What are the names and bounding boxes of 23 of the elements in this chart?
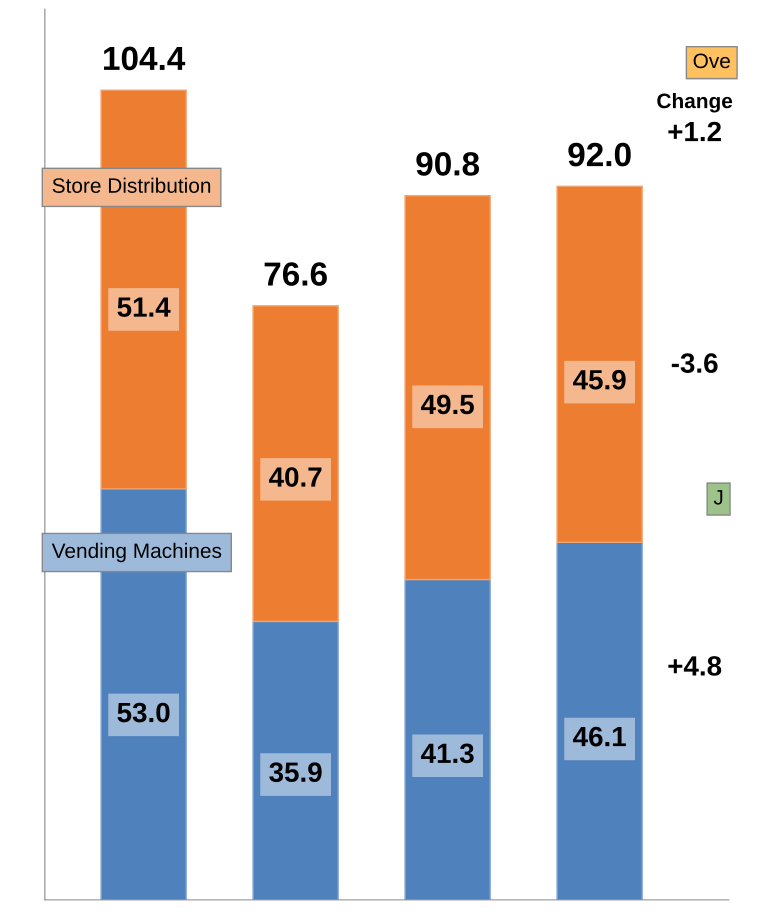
annotation: +4.8 (668, 656, 722, 676)
data-label: 45.9 (573, 370, 626, 390)
series-label: Store Distribution (52, 178, 210, 193)
data-label: 53.0 (117, 702, 170, 722)
total-label: 104.4 (104, 46, 186, 70)
bar (556, 542, 643, 900)
data-label: 35.9 (269, 762, 322, 782)
annotation: +1.2 (668, 122, 721, 142)
total-label: 76.6 (264, 262, 327, 286)
annotation: Change (657, 92, 732, 112)
annotation: J (714, 490, 722, 505)
data-label: 49.5 (421, 394, 474, 414)
annotation: -3.6 (672, 353, 718, 373)
bar (556, 186, 643, 544)
data-label: 46.1 (573, 726, 626, 746)
series-label: Vending Machines (52, 542, 222, 562)
data-label: 40.7 (269, 467, 322, 487)
total-label: 92.0 (568, 142, 631, 166)
data-label: 51.4 (117, 298, 171, 317)
total-label: 90.8 (416, 152, 480, 176)
text: Ove (694, 54, 730, 68)
bar (404, 194, 491, 580)
data-label: 41.3 (421, 744, 474, 764)
